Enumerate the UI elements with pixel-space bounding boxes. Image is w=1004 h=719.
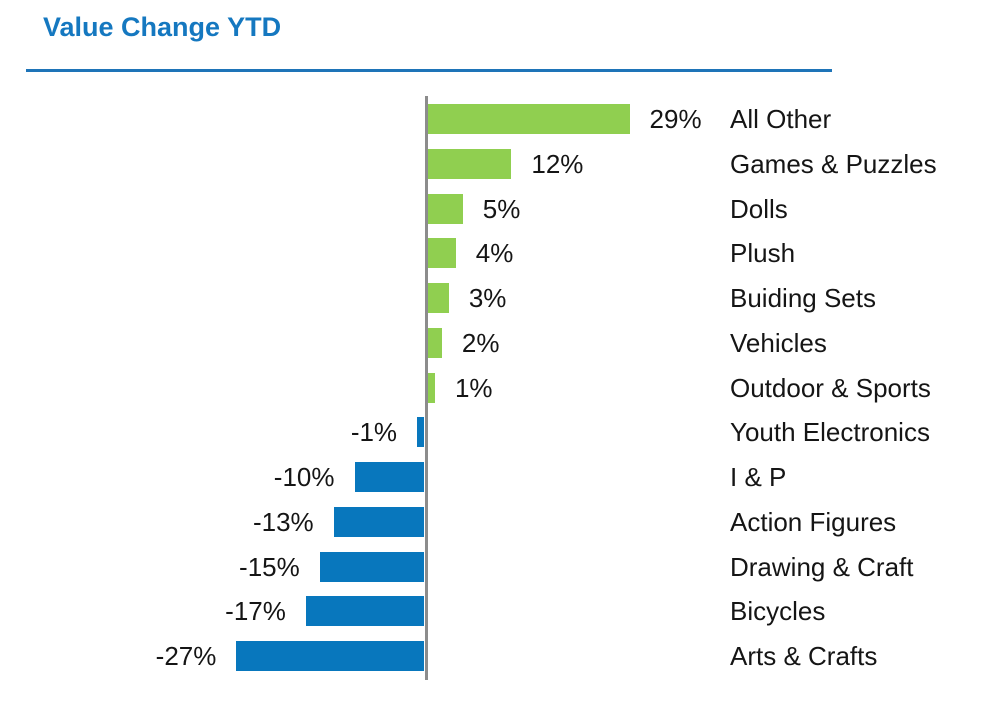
category-label: Youth Electronics — [730, 417, 930, 448]
bar-negative — [417, 417, 424, 448]
category-label: Bicycles — [730, 596, 826, 627]
category-label: Outdoor & Sports — [730, 372, 931, 403]
title-underline — [26, 69, 832, 72]
category-label: Arts & Crafts — [730, 641, 878, 671]
value-label: 3% — [468, 283, 507, 313]
category-label: Plush — [730, 238, 796, 269]
bar-positive — [428, 283, 449, 313]
bar-negative — [354, 462, 424, 492]
bar-positive — [428, 238, 456, 269]
bar-positive — [428, 372, 435, 403]
category-label: I & P — [730, 462, 787, 492]
bar-negative — [305, 596, 424, 627]
category-label: Buiding Sets — [730, 283, 876, 313]
category-label: Action Figures — [730, 506, 897, 537]
value-label: 5% — [482, 193, 521, 224]
bar-positive — [428, 148, 512, 179]
value-label: 12% — [531, 148, 584, 179]
value-label: 29% — [649, 104, 702, 134]
category-label: Drawing & Craft — [730, 551, 914, 582]
value-label: -10% — [273, 462, 335, 492]
category-label: Games & Puzzles — [730, 148, 937, 179]
zero-axis-line — [424, 96, 428, 680]
value-label: 1% — [454, 372, 493, 403]
bar-positive — [428, 104, 630, 134]
value-label: 2% — [461, 327, 500, 358]
bar-positive — [428, 327, 442, 358]
value-label: -17% — [225, 596, 286, 627]
value-label: -1% — [350, 417, 398, 448]
value-label: -15% — [239, 551, 300, 582]
category-label: Vehicles — [730, 327, 827, 358]
page-title: Value Change YTD — [43, 12, 282, 42]
value-label: 4% — [475, 238, 514, 269]
value-label: -13% — [252, 506, 314, 537]
category-label: All Other — [730, 104, 832, 134]
bar-negative — [319, 551, 424, 582]
category-label: Dolls — [730, 193, 788, 224]
value-label: -27% — [155, 641, 217, 671]
bar-negative — [333, 506, 424, 537]
bar-negative — [236, 641, 424, 671]
bar-positive — [428, 193, 463, 224]
